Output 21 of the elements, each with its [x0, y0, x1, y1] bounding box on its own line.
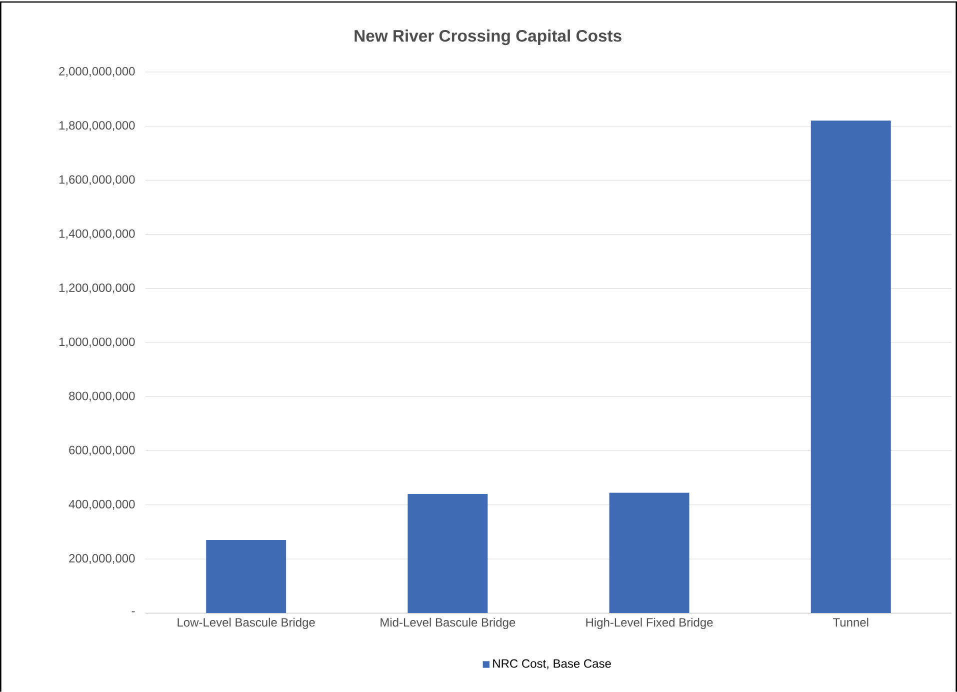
- chart-title: New River Crossing Capital Costs: [354, 30, 622, 46]
- y-tick-label: 400,000,000: [68, 500, 135, 510]
- bar: [206, 540, 286, 614]
- bar: [609, 492, 690, 614]
- y-tick-label: 200,000,000: [69, 554, 135, 564]
- x-tick-label: Low-Level Bascule Bridge: [178, 618, 315, 630]
- y-tick-label: 800,000,000: [69, 392, 135, 402]
- x-tick-label: Tunnel: [833, 618, 868, 627]
- legend-label: NRC Cost, Base Case: [493, 659, 611, 670]
- y-tick-label: 1,000,000,000: [59, 338, 135, 348]
- bar: [810, 120, 891, 614]
- bar: [408, 494, 488, 614]
- y-tick-label: 1,200,000,000: [59, 284, 135, 294]
- y-tick-label: 600,000,000: [69, 446, 135, 456]
- x-tick-label: High-Level Fixed Bridge: [586, 618, 713, 630]
- y-tick-label: 2,000,000,000: [59, 67, 135, 78]
- y-tick-label: 1,400,000,000: [59, 229, 135, 240]
- y-tick-label: 1,600,000,000: [59, 175, 135, 186]
- x-tick-label: Mid-Level Bascule Bridge: [380, 618, 516, 630]
- y-tick-label: -: [132, 611, 135, 612]
- y-tick-label: 1,800,000,000: [59, 121, 135, 132]
